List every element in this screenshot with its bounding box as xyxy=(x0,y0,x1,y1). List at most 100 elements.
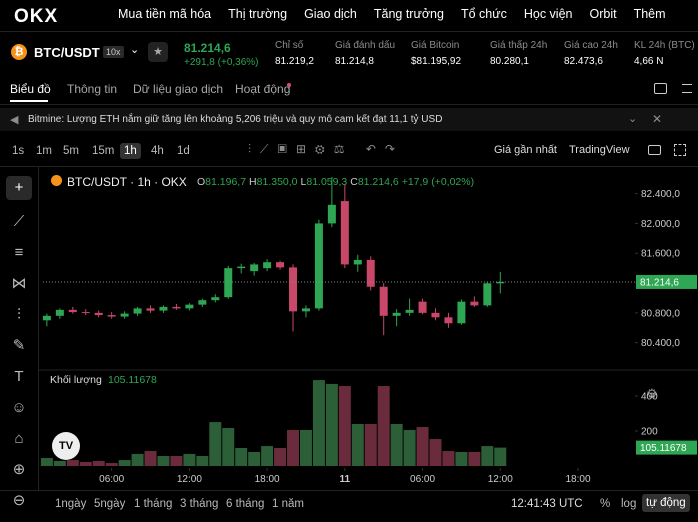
fullscreen[interactable] xyxy=(674,144,686,156)
candle-body xyxy=(120,313,129,317)
nav-item[interactable]: Orbit xyxy=(589,7,617,21)
candle-body xyxy=(42,315,51,321)
stat-label: Giá đánh dấu xyxy=(335,40,396,51)
stat-value: 80.280,1 xyxy=(490,56,529,67)
stat-value: 82.473,6 xyxy=(564,56,603,67)
pair-icon xyxy=(51,175,62,186)
candle-body xyxy=(289,267,298,312)
close[interactable]: ✕ xyxy=(652,112,663,126)
last-price: 81.214,6 xyxy=(184,41,231,55)
interval[interactable]: 4h xyxy=(151,145,164,157)
candle-body xyxy=(211,297,220,301)
range[interactable]: 1 tháng xyxy=(134,498,173,510)
range[interactable]: 1ngày xyxy=(55,498,87,510)
range[interactable]: 3 tháng xyxy=(180,498,219,510)
nav-item[interactable]: Học viện xyxy=(523,7,573,21)
volume-bar xyxy=(442,450,455,466)
volume-bar xyxy=(53,460,66,466)
expand[interactable]: ⌄ xyxy=(628,113,638,125)
interval[interactable]: 1h xyxy=(120,143,141,159)
interval[interactable]: 5m xyxy=(63,145,79,157)
scale-button[interactable]: tự động xyxy=(642,494,690,512)
chevron[interactable]: ⌄ xyxy=(130,44,140,56)
volume-bar xyxy=(222,428,235,466)
interval[interactable]: 1s xyxy=(12,145,25,157)
candle-body xyxy=(94,312,103,316)
y-tick-label: 80.400,0 xyxy=(641,338,680,349)
layout-icon[interactable] xyxy=(654,83,667,94)
legend-value: 81.196,7 xyxy=(205,176,247,188)
volume-bar xyxy=(351,424,364,466)
volume-bar xyxy=(40,457,53,466)
x-tick-label: 18:00 xyxy=(255,474,280,485)
x-tick-label: 12:00 xyxy=(488,474,513,485)
interval[interactable]: 1m xyxy=(36,145,52,157)
camera[interactable] xyxy=(648,145,661,155)
volume-bar xyxy=(261,446,274,466)
logo[interactable]: OKX xyxy=(14,6,59,27)
tab[interactable]: Hoạt động xyxy=(235,82,291,96)
favorite[interactable]: ★ xyxy=(148,42,168,62)
tool-icons[interactable]: ⫶⟋▣⊞⚙⚖ ↶↷ xyxy=(248,142,404,156)
volume-bar xyxy=(287,429,300,466)
volume-bar xyxy=(325,383,338,466)
interval[interactable]: 15m xyxy=(92,145,115,157)
stat-value: 4,66 N xyxy=(634,56,664,67)
volume-bar xyxy=(481,446,494,466)
candle-body xyxy=(483,283,492,306)
menu-icon[interactable] xyxy=(682,84,692,93)
tv-logo[interactable]: TV xyxy=(52,432,80,460)
volume-bar xyxy=(364,424,377,466)
crosshair-tool[interactable]: + xyxy=(6,176,32,200)
tab-dot xyxy=(287,83,291,87)
volume-bar xyxy=(274,447,287,466)
volume-title: Khối lượng xyxy=(50,374,102,386)
tab[interactable]: Biểu đồ xyxy=(10,82,51,96)
stat: Chỉ số 81.219,2 xyxy=(275,40,314,67)
legend-key: H xyxy=(249,176,257,188)
nav-item[interactable]: Thêm xyxy=(633,7,666,21)
stat-value: $81.195,92 xyxy=(411,56,462,67)
candle-body xyxy=(159,306,168,311)
candle-body xyxy=(55,309,64,316)
volume-bar xyxy=(105,463,118,466)
price-source[interactable]: Giá gần nhất xyxy=(494,144,557,156)
btc-icon: ₿ xyxy=(11,44,27,60)
volume-bar xyxy=(157,456,170,466)
speaker-icon: ◀ xyxy=(10,114,19,126)
provider[interactable]: TradingView xyxy=(569,144,630,156)
volume-bar xyxy=(92,460,105,466)
announcement[interactable]: Bitmine: Lượng ETH nắm giữ tăng lên khoả… xyxy=(28,114,443,125)
nav-item[interactable]: Thị trường xyxy=(228,7,288,21)
pair[interactable]: BTC/USDT xyxy=(34,45,100,60)
volume-bar xyxy=(429,439,442,466)
volume-bar xyxy=(196,456,209,466)
range[interactable]: 1 năm xyxy=(272,498,304,510)
nav-item[interactable]: Giao dịch xyxy=(304,7,357,21)
divider xyxy=(0,166,698,167)
candle-body xyxy=(172,306,181,309)
volume-bar xyxy=(144,450,157,466)
nav-item[interactable]: Tổ chức xyxy=(460,7,507,21)
scale-button[interactable]: log xyxy=(621,498,637,510)
volume-bar xyxy=(183,453,196,466)
volume-bar xyxy=(235,447,248,466)
chart-title: BTC/USDT · 1h · OKX xyxy=(67,175,187,189)
scale-button[interactable]: % xyxy=(600,498,611,510)
stat-label: Giá Bitcoin xyxy=(411,40,460,51)
tab[interactable]: Thông tin xyxy=(67,82,118,96)
settings[interactable]: ⚙ xyxy=(646,386,658,401)
last-price-label: 81.214,6 xyxy=(640,277,679,288)
drawing-tools[interactable]: ⟋ ≡ ⋈ ⫶ ✎ T ☺ ⌂ ⊕ ⊖ xyxy=(11,213,27,509)
nav-item[interactable]: Tăng trưởng xyxy=(373,7,444,21)
candle-body xyxy=(81,312,90,314)
range[interactable]: 5ngày xyxy=(94,498,126,510)
volume-bar xyxy=(79,461,92,466)
nav-item[interactable]: Mua tiền mã hóa xyxy=(118,7,212,21)
tab[interactable]: Dữ liệu giao dịch xyxy=(133,82,224,96)
stat: Giá cao 24h 82.473,6 xyxy=(564,40,618,67)
volume-tick-label: 200 xyxy=(641,427,658,438)
range[interactable]: 6 tháng xyxy=(226,498,265,510)
interval[interactable]: 1d xyxy=(177,145,190,157)
